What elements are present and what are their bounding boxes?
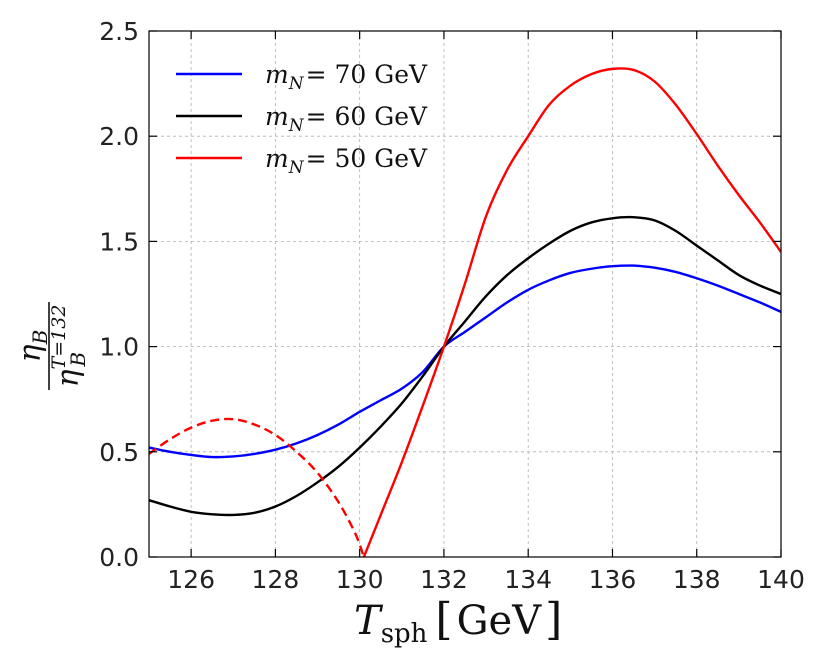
y-tick-label: 1.5 [99, 227, 139, 256]
y-label-denominator: η [51, 369, 86, 387]
y-axis-label: ηB ηT=132B [13, 302, 90, 390]
y-label-denominator-sup: T=132 [48, 305, 70, 370]
y-tick-label: 2.5 [99, 17, 139, 46]
grid-lines [149, 30, 782, 558]
svg-text:ηB: ηB [13, 330, 52, 363]
svg-text:ηT=132B: ηT=132B [48, 305, 90, 388]
x-tick-label: 130 [336, 565, 384, 594]
x-tick-label: 134 [504, 565, 552, 594]
y-tick-label: 0.5 [99, 438, 139, 467]
plot-frame [148, 30, 782, 558]
x-tick-labels: 126 128 130 132 134 136 138 140 [167, 565, 805, 594]
y-tick-label: 1.0 [99, 333, 139, 362]
legend-label-0: mN= 70 GeV [265, 60, 428, 94]
x-tick-label: 128 [252, 565, 300, 594]
legend-label-1: mN= 60 GeV [265, 102, 428, 136]
legend-label-2: mN= 50 GeV [265, 144, 428, 178]
axis-ticks [149, 30, 782, 558]
y-label-numerator: η [13, 344, 48, 362]
y-label-numerator-sub: B [28, 330, 52, 346]
series-line-0 [149, 264, 781, 459]
y-label-denominator-sub: B [66, 352, 90, 368]
y-tick-label: 2.0 [99, 122, 139, 151]
series-line-1 [149, 215, 781, 517]
x-axis-label: Tsph[GeV] [354, 594, 562, 649]
y-tick-label: 0.0 [99, 543, 139, 572]
y-tick-labels: 0.0 0.5 1.0 1.5 2.0 2.5 [99, 17, 139, 572]
x-axis-label-var: T [354, 598, 384, 644]
series-line-3 [149, 417, 366, 557]
x-tick-label: 126 [167, 565, 215, 594]
x-tick-label: 138 [673, 565, 721, 594]
x-tick-label: 140 [757, 565, 805, 594]
series-line-2 [362, 67, 781, 557]
legend: mN= 70 GeV mN= 60 GeV mN= 50 GeV [176, 60, 428, 178]
series-layer [149, 67, 781, 557]
x-tick-label: 136 [589, 565, 637, 594]
x-axis-label-sub: sph [381, 619, 428, 649]
x-tick-label: 132 [420, 565, 468, 594]
x-axis-label-unit: GeV [457, 598, 543, 644]
